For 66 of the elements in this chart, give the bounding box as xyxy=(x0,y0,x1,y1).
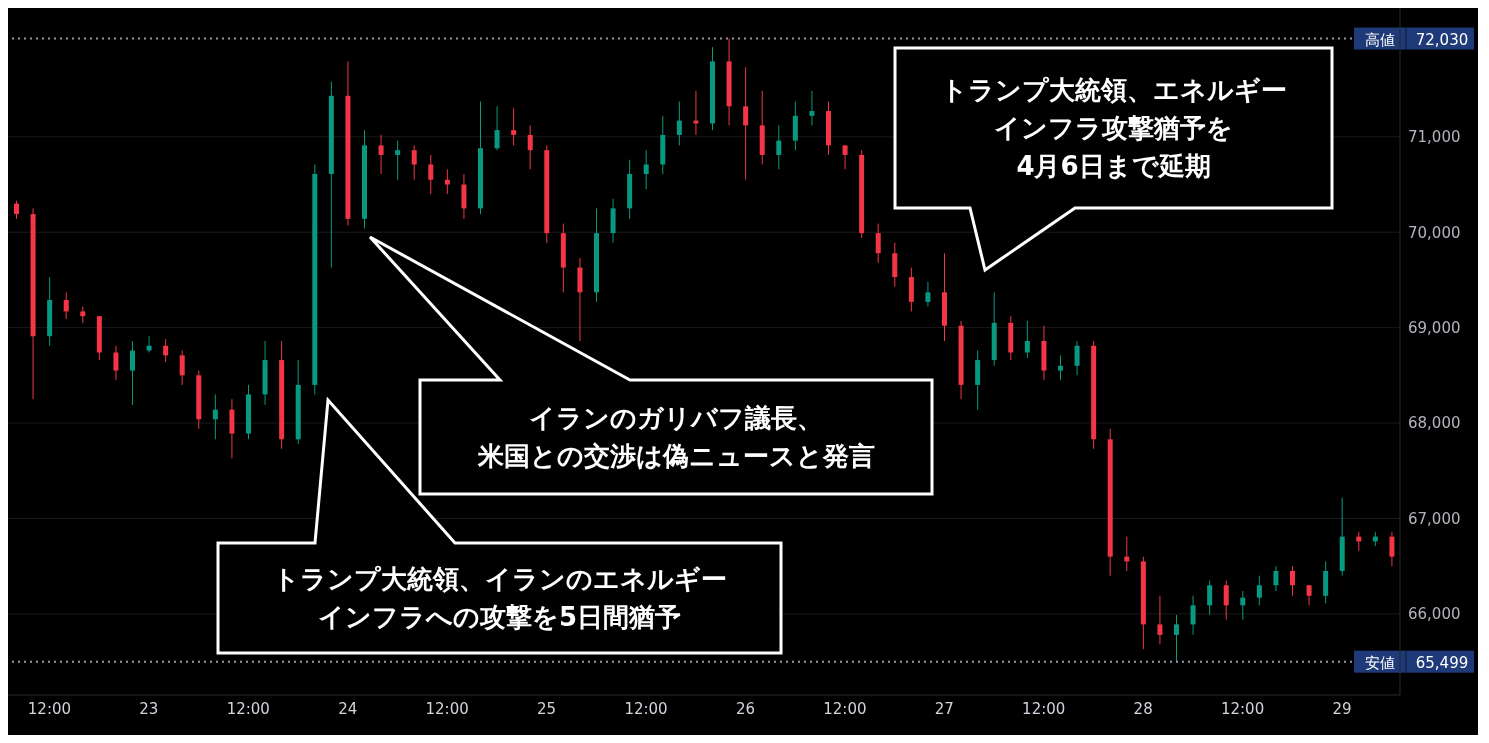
candlestick xyxy=(809,90,815,126)
x-tick-label: 12:00 xyxy=(624,699,668,718)
candlestick xyxy=(842,144,848,170)
candlestick xyxy=(395,140,401,181)
candlestick xyxy=(146,335,152,353)
x-tick-label: 12:00 xyxy=(1220,699,1265,718)
candlestick xyxy=(527,124,533,170)
candlestick xyxy=(428,154,434,195)
candlestick xyxy=(63,291,69,320)
candlestick xyxy=(1240,590,1246,621)
x-tick-label: 12:00 xyxy=(1022,699,1066,718)
x-tick-label: 26 xyxy=(735,699,755,718)
annotation: イランのガリバフ議長、米国との交渉は偽ニュースと発言 xyxy=(476,403,875,471)
candlestick xyxy=(643,149,649,190)
candlestick xyxy=(511,107,517,146)
candlestick xyxy=(1207,580,1213,616)
candlestick xyxy=(1190,595,1196,636)
y-tick-label: 71,000 xyxy=(1408,128,1461,147)
candlestick xyxy=(1157,595,1163,645)
candlestick xyxy=(461,173,467,220)
candlestick xyxy=(1058,354,1063,381)
candlestick xyxy=(1256,575,1262,606)
candlestick xyxy=(1273,565,1279,592)
candlestick xyxy=(1223,580,1229,621)
x-tick-label: 28 xyxy=(1133,699,1153,718)
candlestick xyxy=(1024,320,1030,359)
candlestick xyxy=(925,281,931,308)
y-tick-label: 67,000 xyxy=(1408,509,1461,528)
candlestick xyxy=(113,345,119,381)
x-tick-label: 23 xyxy=(139,699,159,718)
y-tick-label: 66,000 xyxy=(1408,605,1461,624)
candlestick xyxy=(494,105,500,151)
x-tick-label: 24 xyxy=(338,699,358,718)
candlestick xyxy=(1290,565,1295,597)
x-tick-label: 12:00 xyxy=(27,699,72,718)
x-tick-label: 12:00 xyxy=(226,699,270,718)
annotation: トランプ大統領、イランのエネルギーインフラへの攻撃を5日間猶予 xyxy=(272,564,727,632)
candlestick xyxy=(14,200,19,220)
candlestick xyxy=(163,338,169,363)
x-tick-label: 29 xyxy=(1332,699,1352,718)
candlestick xyxy=(676,101,682,146)
y-tick-label: 69,000 xyxy=(1408,318,1461,337)
y-tick-label: 68,000 xyxy=(1408,414,1461,433)
candlestick xyxy=(1389,531,1395,567)
candlestick xyxy=(776,124,782,170)
text: 安値 65,499 xyxy=(1365,653,1469,672)
annotation: トランプ大統領、エネルギーインフラ攻撃猶予を4月6日まで延期 xyxy=(940,75,1287,181)
candlestick xyxy=(892,242,898,288)
y-tick-label: 70,000 xyxy=(1408,223,1461,242)
candlestick xyxy=(875,223,881,264)
x-tick-label: 12:00 xyxy=(425,699,469,718)
x-tick-label: 12:00 xyxy=(823,699,867,718)
candlestick xyxy=(444,168,450,195)
candlestick xyxy=(130,340,135,406)
x-tick-label: 27 xyxy=(934,699,954,718)
candlestick xyxy=(229,398,235,459)
candlestick xyxy=(1306,584,1312,606)
candlestick xyxy=(743,66,749,181)
candlestick xyxy=(179,350,185,386)
candlestick xyxy=(1174,614,1179,663)
text: 高値 72,030 xyxy=(1365,30,1469,49)
candlestick xyxy=(212,393,218,440)
candlestick xyxy=(378,134,384,175)
candlestick xyxy=(411,144,417,181)
candlestick xyxy=(1074,340,1080,376)
x-tick-label: 25 xyxy=(537,699,557,718)
